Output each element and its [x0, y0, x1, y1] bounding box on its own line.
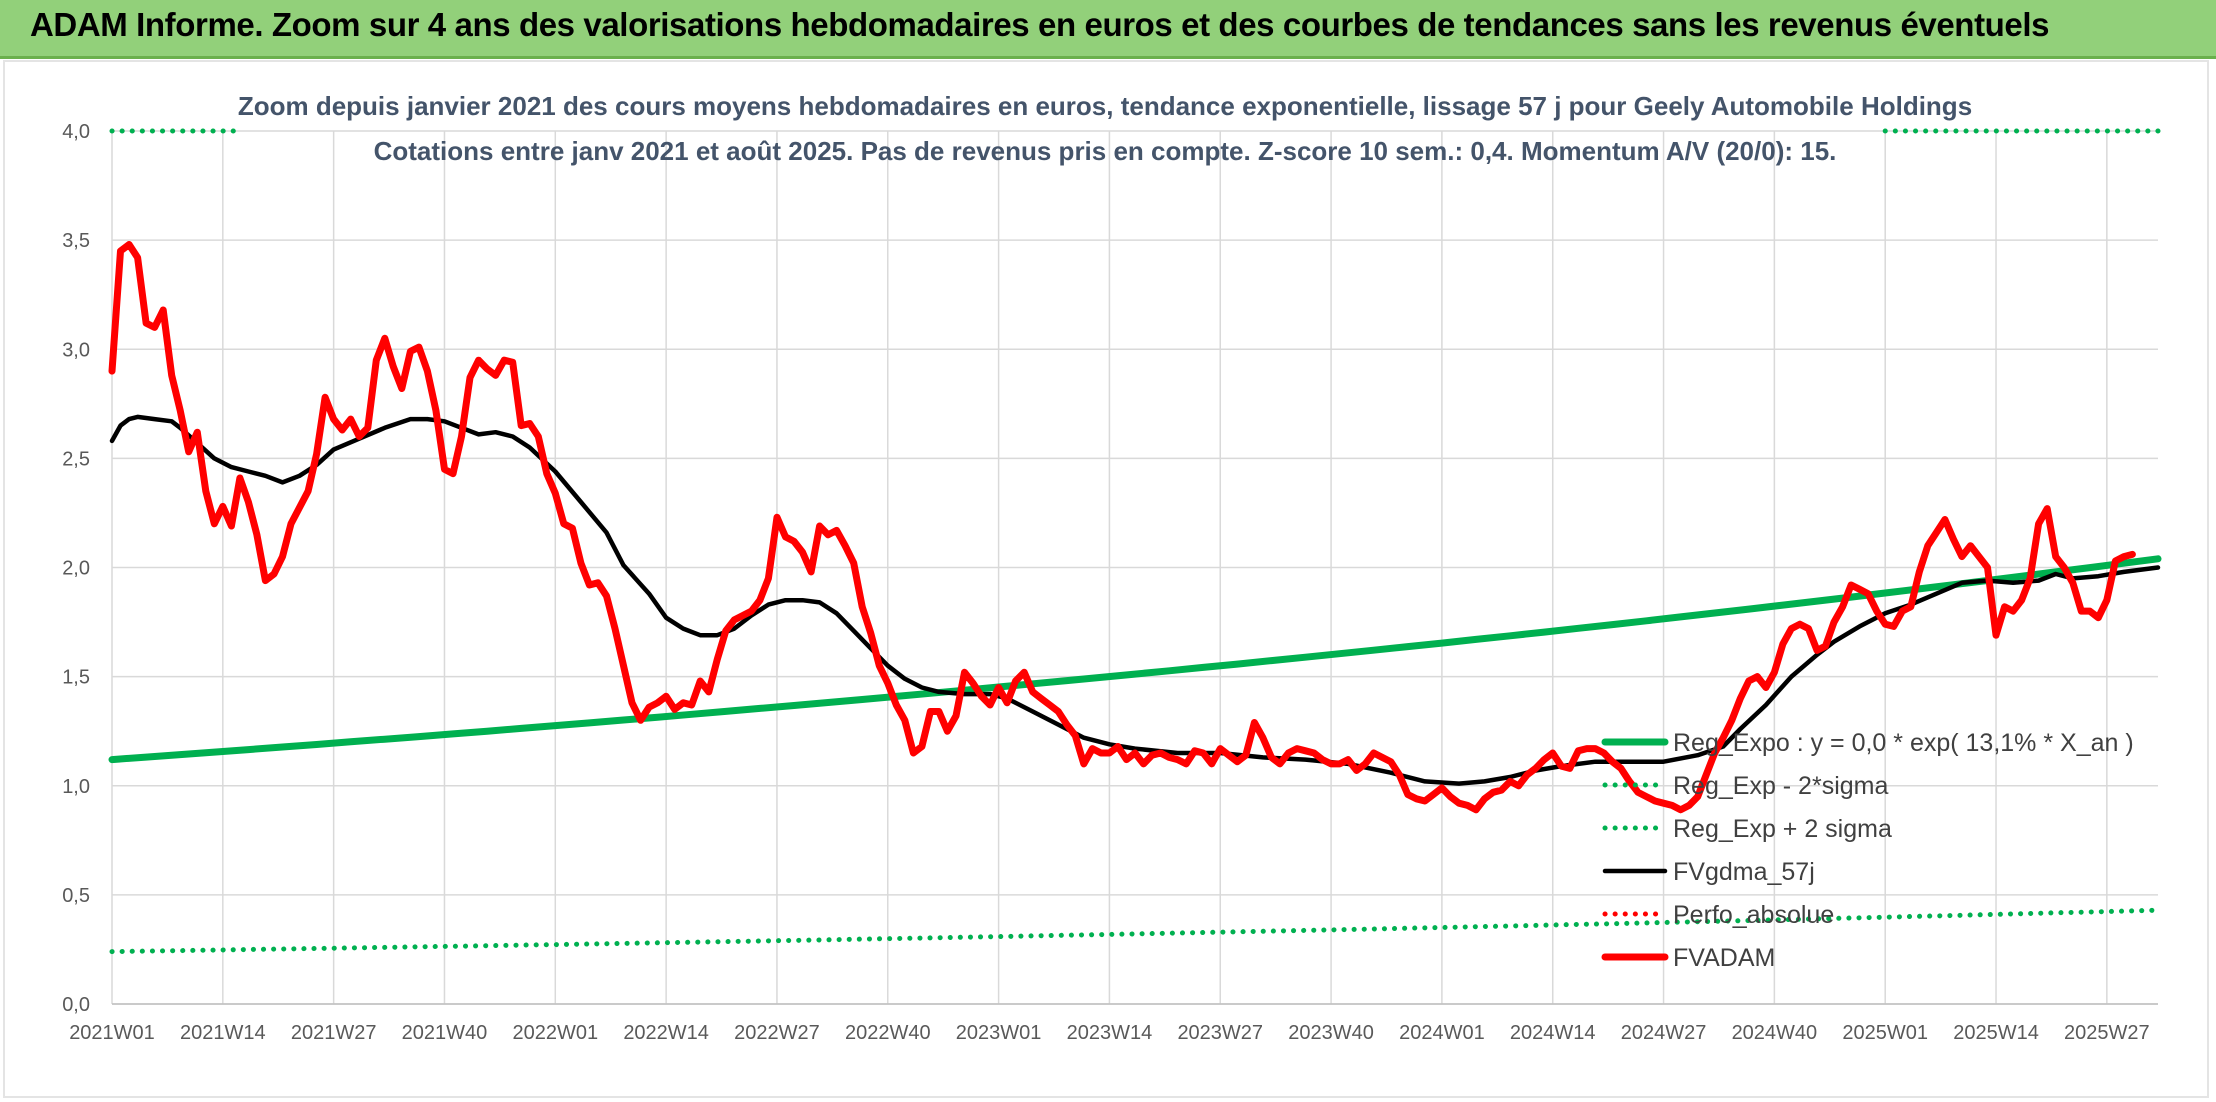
legend-label: Perfo_absolue — [1673, 901, 1834, 929]
legend-label: Reg_Exp - 2*sigma — [1673, 772, 1888, 800]
legend-label: FVgdma_57j — [1673, 858, 1815, 886]
y-tick-label: 4,0 — [62, 121, 90, 143]
x-tick-label: 2022W01 — [512, 1022, 598, 1044]
x-tick-label: 2023W14 — [1067, 1022, 1153, 1044]
x-axis-ticks: 2021W01 2021W14 2021W27 2021W40 2022W01 2022W… — [69, 1022, 2149, 1044]
x-tick-label: 2021W40 — [402, 1022, 488, 1044]
x-tick-label: 2024W40 — [1732, 1022, 1818, 1044]
y-tick-label: 3,5 — [62, 230, 90, 252]
x-tick-label: 2025W14 — [1953, 1022, 2039, 1044]
x-tick-label: 2022W27 — [734, 1022, 820, 1044]
y-tick-label: 0,5 — [62, 885, 90, 907]
series-line-0 — [108, 555, 2162, 764]
x-tick-label: 2023W27 — [1177, 1022, 1263, 1044]
chart-frame — [3, 60, 2209, 1098]
x-tick-label: 2025W01 — [1842, 1022, 1928, 1044]
chart-title: Zoom depuis janvier 2021 des cours moyen… — [238, 91, 1972, 121]
legend: Reg_Expo : y = 0,0 * exp( 13,1% * X_an )… — [1601, 729, 2134, 972]
y-tick-label: 1,5 — [62, 667, 90, 689]
series-lines — [108, 128, 2162, 955]
y-tick-label: 0,0 — [62, 994, 90, 1016]
gridlines — [111, 130, 2158, 1005]
series-line-5 — [108, 241, 2136, 814]
legend-label: FVADAM — [1673, 944, 1775, 972]
x-tick-label: 2023W01 — [956, 1022, 1042, 1044]
x-tick-label: 2022W40 — [845, 1022, 931, 1044]
y-axis-ticks: 0,0 0,5 1,0 1,5 2,0 2,5 3,0 3,5 4,0 — [62, 121, 90, 1016]
x-tick-label: 2022W14 — [623, 1022, 709, 1044]
series-line-3 — [109, 414, 2161, 786]
x-tick-label: 2023W40 — [1288, 1022, 1374, 1044]
x-tick-label: 2024W14 — [1510, 1022, 1596, 1044]
x-tick-label: 2024W01 — [1399, 1022, 1485, 1044]
x-tick-label: 2024W27 — [1621, 1022, 1707, 1044]
x-tick-label: 2021W01 — [69, 1022, 155, 1044]
report-title: ADAM Informe. Zoom sur 4 ans des valoris… — [30, 6, 2050, 43]
report-banner: ADAM Informe. Zoom sur 4 ans des valoris… — [0, 0, 2216, 59]
y-tick-label: 2,0 — [62, 558, 90, 580]
y-tick-label: 3,0 — [62, 339, 90, 361]
y-tick-label: 1,0 — [62, 776, 90, 798]
legend-label: Reg_Exp + 2 sigma — [1673, 815, 1892, 843]
y-tick-label: 2,5 — [62, 448, 90, 470]
legend-label: Reg_Expo : y = 0,0 * exp( 13,1% * X_an ) — [1673, 729, 2134, 757]
series-line-1 — [109, 907, 2161, 955]
x-tick-label: 2021W27 — [291, 1022, 377, 1044]
x-tick-label: 2021W14 — [180, 1022, 266, 1044]
x-tick-label: 2025W27 — [2064, 1022, 2150, 1044]
chart-subtitle: Cotations entre janv 2021 et août 2025. … — [374, 136, 1837, 166]
